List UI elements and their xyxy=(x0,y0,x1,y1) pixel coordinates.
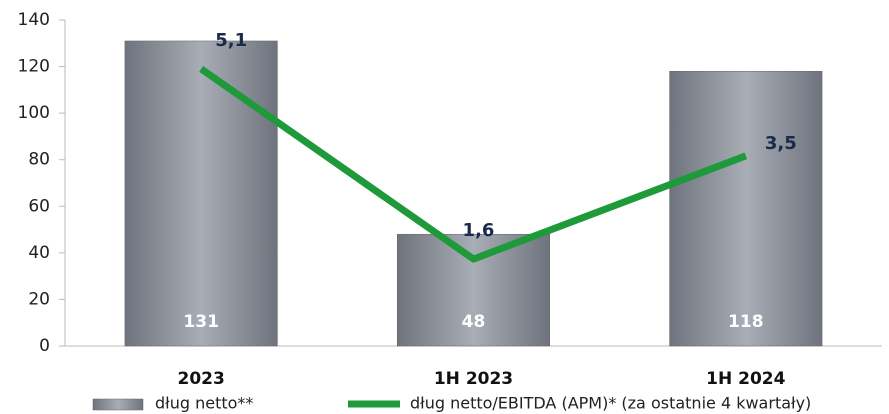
y-tick-label: 20 xyxy=(28,289,50,309)
y-tick-label: 80 xyxy=(28,150,50,170)
y-tick-label: 100 xyxy=(18,103,50,123)
bar-value-label: 48 xyxy=(462,312,486,332)
legend-swatch xyxy=(92,398,144,411)
y-tick-label: 40 xyxy=(28,243,50,263)
x-tick-label: 2023 xyxy=(178,369,225,389)
bar xyxy=(124,40,278,347)
line-value-label: 3,5 xyxy=(765,133,797,154)
bar-value-label: 118 xyxy=(728,312,764,332)
line-value-label: 5,1 xyxy=(215,30,247,51)
y-tick-label: 120 xyxy=(18,57,50,77)
x-tick-label: 1H 2024 xyxy=(706,369,785,389)
legend-label: dług netto/EBITDA (APM)* (za ostatnie 4 … xyxy=(410,394,811,413)
y-tick-label: 0 xyxy=(39,336,50,356)
y-tick-label: 60 xyxy=(28,196,50,216)
y-tick-label: 140 xyxy=(18,10,50,30)
bar xyxy=(396,233,551,347)
bar-value-label: 131 xyxy=(183,312,219,332)
legend-label: dług netto** xyxy=(155,394,253,413)
bar xyxy=(669,70,823,347)
x-tick-label: 1H 2023 xyxy=(434,369,513,389)
line xyxy=(199,66,748,263)
line-value-label: 1,6 xyxy=(463,220,495,241)
